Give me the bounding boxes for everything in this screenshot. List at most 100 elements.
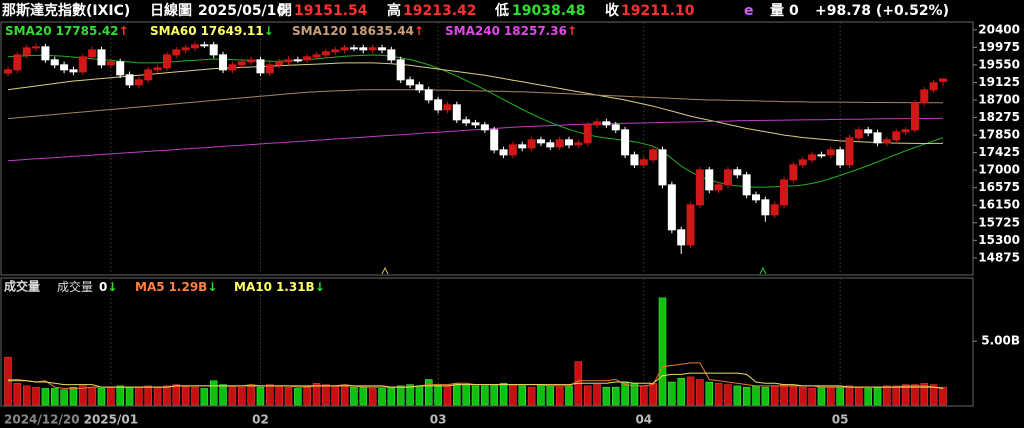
- candle-body: [13, 54, 22, 71]
- volume-bar: [649, 383, 657, 406]
- volume-bar: [686, 376, 695, 406]
- candle-body: [312, 54, 321, 58]
- candle-body: [424, 89, 433, 101]
- candle-body: [387, 49, 396, 61]
- candle-body: [733, 169, 742, 176]
- candle-body: [265, 64, 274, 74]
- candle-body: [742, 174, 751, 196]
- close-label: 收: [605, 2, 620, 19]
- low-value: 19038.48: [512, 3, 586, 19]
- volume-bar: [911, 384, 919, 406]
- index-title: 那斯達克指數(IXIC): [2, 2, 130, 19]
- y-tick-label: 17000: [978, 163, 1020, 177]
- candle-body: [106, 61, 115, 66]
- candle-body: [546, 142, 555, 148]
- y-tick-label: 20400: [978, 22, 1020, 36]
- volume-bar: [939, 386, 947, 406]
- candle-body: [929, 82, 938, 91]
- volume-bar: [621, 381, 629, 406]
- legend-value: 17785.42: [56, 24, 119, 38]
- volume-value: 0: [789, 3, 799, 19]
- candle-body: [41, 46, 50, 61]
- volume-bar: [668, 381, 676, 406]
- volume-bar: [733, 385, 742, 406]
- legend-value: 1.31B: [276, 280, 315, 294]
- volume-bar: [864, 388, 872, 406]
- volume-bar: [705, 381, 713, 406]
- volume-bar: [303, 385, 311, 406]
- candle-body: [677, 229, 686, 246]
- legend-value: 18257.36: [504, 24, 567, 38]
- legend-entry: SMA20 17785.42↑: [5, 24, 129, 38]
- candle-body: [359, 47, 368, 51]
- candle-body: [181, 47, 190, 51]
- volume-bar: [359, 386, 368, 406]
- candle-body: [882, 139, 891, 144]
- legend-arrow: ↓: [264, 24, 274, 38]
- candle-body: [396, 59, 405, 81]
- candle-body: [349, 47, 358, 50]
- candle-body: [555, 139, 564, 148]
- volume-bar: [135, 386, 143, 406]
- legend-entry: MA5 1.29B↓: [135, 280, 217, 294]
- volume-bar: [247, 385, 255, 406]
- volume-bar: [836, 386, 844, 406]
- volume-bar: [845, 385, 854, 406]
- candle-body: [892, 131, 901, 141]
- sma-line: [7, 62, 943, 145]
- candle-body: [321, 51, 330, 56]
- volume-bar: [509, 384, 517, 406]
- period: 日線圖: [150, 2, 192, 19]
- sma-line: [7, 117, 944, 162]
- volume-bar: [799, 386, 807, 406]
- candle-body: [939, 78, 947, 82]
- legend-arrow: ↑: [414, 24, 424, 38]
- candle-body: [32, 46, 41, 49]
- volume-label: 量: [770, 3, 784, 19]
- legend-name: MA5: [135, 280, 165, 294]
- volume-bar: [88, 386, 96, 406]
- legend-entry: SMA60 17649.11↓: [150, 24, 274, 38]
- volume-bar: [583, 385, 592, 406]
- legend-name: SMA240: [445, 24, 500, 38]
- volume-bar: [219, 384, 227, 406]
- candle-body: [611, 124, 620, 131]
- volume-bar: [153, 386, 162, 406]
- volume-bar: [490, 384, 498, 406]
- volume-title: 成交量: [4, 279, 40, 294]
- candle-body: [499, 149, 508, 156]
- marker: [381, 266, 389, 275]
- volume-bar: [518, 385, 526, 406]
- legend-entry: MA10 1.31B↓: [234, 280, 325, 294]
- volume-bar: [107, 386, 115, 406]
- legend-arrow: ↓: [107, 280, 117, 294]
- candle-body: [378, 47, 386, 51]
- volume-bar: [612, 386, 620, 406]
- volume-bar: [191, 386, 199, 406]
- sma-line: [7, 89, 943, 120]
- candle-body: [434, 99, 443, 111]
- candle-body: [293, 59, 302, 62]
- y-tick-label: 18700: [978, 93, 1020, 107]
- candle-body: [864, 129, 873, 134]
- candle-body: [808, 154, 817, 161]
- volume-bar: [396, 385, 405, 406]
- legend-entry: SMA240 18257.36↑: [445, 24, 577, 38]
- volume-bar: [901, 384, 910, 406]
- candle-body: [452, 104, 461, 121]
- close-value: 19211.10: [621, 3, 695, 19]
- volume-bar: [172, 384, 181, 406]
- volume-bar: [368, 388, 377, 406]
- volume-bar: [434, 384, 442, 406]
- candle-body: [88, 49, 97, 58]
- candle-body: [686, 204, 695, 246]
- volume-bar: [780, 384, 788, 406]
- candle-body: [22, 47, 31, 56]
- candle-body: [920, 89, 929, 104]
- volume-bar: [640, 385, 648, 406]
- volume-bar: [425, 379, 433, 406]
- volume-bar: [181, 385, 190, 406]
- candle-body: [714, 184, 723, 191]
- legend-name: SMA120: [292, 24, 347, 38]
- candle-body: [817, 154, 826, 157]
